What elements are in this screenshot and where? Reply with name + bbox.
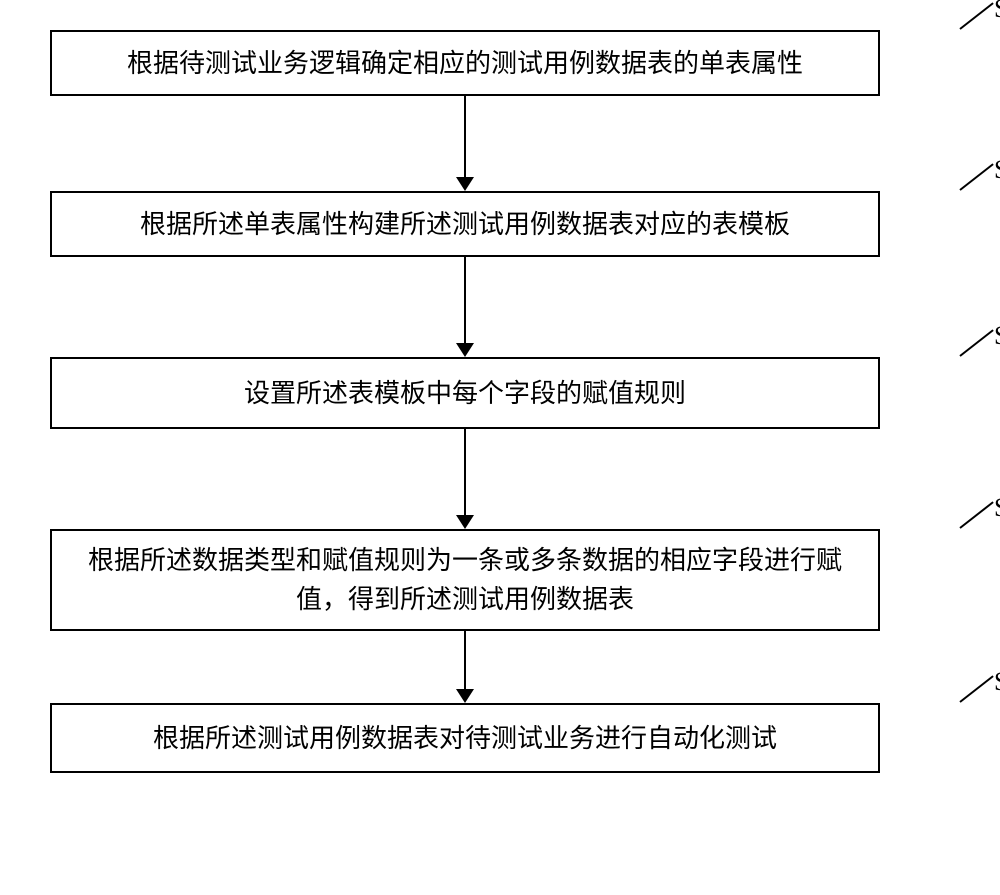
step-box-s12: 根据所述单表属性构建所述测试用例数据表对应的表模板 bbox=[50, 191, 880, 257]
step-id: S15 bbox=[994, 321, 1000, 351]
step-row: 根据所述测试用例数据表对待测试业务进行自动化测试 S14 bbox=[50, 703, 950, 773]
arrow-down bbox=[50, 631, 880, 703]
step-box-s15: 设置所述表模板中每个字段的赋值规则 bbox=[50, 357, 880, 429]
step-row: 根据所述数据类型和赋值规则为一条或多条数据的相应字段进行赋值，得到所述测试用例数… bbox=[50, 529, 950, 631]
arrow-svg bbox=[455, 257, 475, 357]
step-text: 根据待测试业务逻辑确定相应的测试用例数据表的单表属性 bbox=[127, 44, 803, 83]
label-tick bbox=[959, 675, 993, 702]
step-text: 设置所述表模板中每个字段的赋值规则 bbox=[244, 374, 686, 413]
step-id: S11 bbox=[994, 0, 1000, 24]
arrow-svg bbox=[455, 96, 475, 191]
label-tick bbox=[959, 2, 993, 29]
arrow-svg bbox=[455, 631, 475, 703]
arrow-down bbox=[50, 257, 880, 357]
label-tick bbox=[959, 501, 993, 528]
arrow-down bbox=[50, 96, 880, 191]
label-tick bbox=[959, 163, 993, 190]
step-text: 根据所述单表属性构建所述测试用例数据表对应的表模板 bbox=[140, 205, 790, 244]
step-box-s13p: 根据所述数据类型和赋值规则为一条或多条数据的相应字段进行赋值，得到所述测试用例数… bbox=[50, 529, 880, 631]
step-box-s11: 根据待测试业务逻辑确定相应的测试用例数据表的单表属性 bbox=[50, 30, 880, 96]
flowchart-container: 根据待测试业务逻辑确定相应的测试用例数据表的单表属性 S11 根据所述单表属性构… bbox=[50, 30, 950, 773]
step-row: 根据所述单表属性构建所述测试用例数据表对应的表模板 S12 bbox=[50, 191, 950, 257]
step-text: 根据所述测试用例数据表对待测试业务进行自动化测试 bbox=[153, 719, 777, 758]
step-id: S14 bbox=[994, 667, 1000, 697]
label-tick bbox=[959, 329, 993, 356]
step-row: 根据待测试业务逻辑确定相应的测试用例数据表的单表属性 S11 bbox=[50, 30, 950, 96]
arrow-down bbox=[50, 429, 880, 529]
step-text: 根据所述数据类型和赋值规则为一条或多条数据的相应字段进行赋值，得到所述测试用例数… bbox=[72, 541, 858, 619]
step-row: 设置所述表模板中每个字段的赋值规则 S15 bbox=[50, 357, 950, 429]
arrow-svg bbox=[455, 429, 475, 529]
step-box-s14: 根据所述测试用例数据表对待测试业务进行自动化测试 bbox=[50, 703, 880, 773]
step-id: S13' bbox=[994, 493, 1000, 523]
step-id: S12 bbox=[994, 155, 1000, 185]
